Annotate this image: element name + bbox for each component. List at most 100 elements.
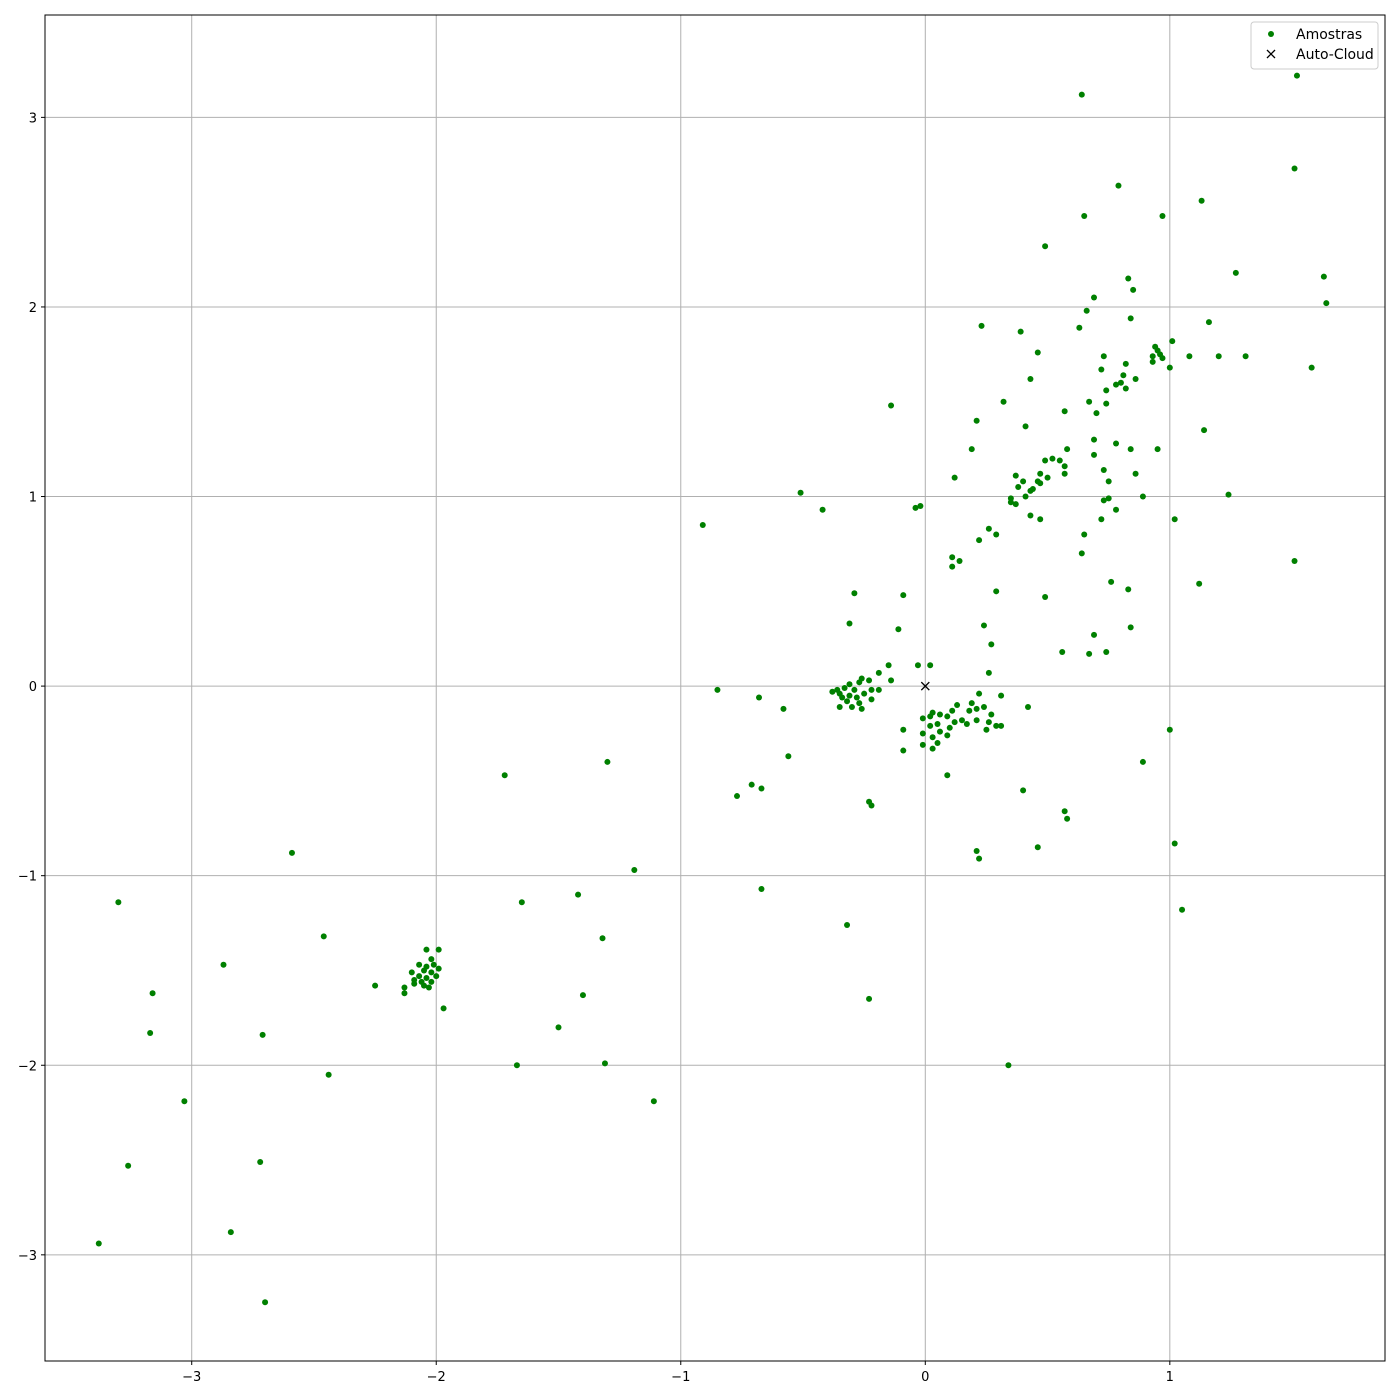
x-tick-label: −1 bbox=[671, 1370, 690, 1385]
amostras-point bbox=[900, 726, 907, 733]
amostras-point bbox=[976, 690, 983, 697]
amostras-point bbox=[844, 698, 851, 705]
amostras-point bbox=[714, 686, 721, 693]
amostras-point bbox=[758, 785, 765, 792]
amostras-point bbox=[1127, 624, 1134, 631]
amostras-point bbox=[885, 662, 892, 669]
amostras-point bbox=[1064, 815, 1071, 822]
amostras-point bbox=[1127, 315, 1134, 322]
amostras-point bbox=[734, 793, 741, 800]
amostras-point bbox=[966, 707, 973, 714]
x-tick-label: 0 bbox=[921, 1370, 929, 1385]
amostras-point bbox=[888, 402, 895, 409]
amostras-point bbox=[1061, 463, 1068, 470]
amostras-point bbox=[1196, 580, 1203, 587]
amostras-point bbox=[985, 525, 992, 532]
amostras-point bbox=[748, 781, 755, 788]
amostras-point bbox=[1108, 578, 1115, 585]
amostras-point bbox=[936, 728, 943, 735]
amostras-point bbox=[1103, 400, 1110, 407]
amostras-point bbox=[1061, 408, 1068, 415]
amostras-point bbox=[756, 694, 763, 701]
amostras-point bbox=[912, 504, 919, 511]
amostras-point bbox=[416, 961, 423, 968]
amostras-point bbox=[988, 711, 995, 718]
amostras-point bbox=[868, 802, 875, 809]
amostras-point bbox=[1091, 294, 1098, 301]
amostras-point bbox=[1201, 427, 1208, 434]
amostras-point bbox=[428, 969, 435, 976]
amostras-point bbox=[416, 973, 423, 980]
amostras-point bbox=[1103, 387, 1110, 394]
amostras-point bbox=[978, 322, 985, 329]
amostras-point bbox=[1037, 516, 1044, 523]
amostras-point bbox=[1064, 446, 1071, 453]
amostras-point bbox=[1044, 474, 1051, 481]
amostras-point bbox=[1115, 182, 1122, 189]
axis-ticks: −3 −2 −1 0 1 −3 −2 −1 0 1 2 3 bbox=[18, 111, 1174, 1385]
amostras-point bbox=[555, 1024, 562, 1031]
amostras-point bbox=[980, 703, 987, 710]
amostras-point bbox=[851, 686, 858, 693]
amostras-point bbox=[973, 417, 980, 424]
amostras-point bbox=[1308, 364, 1315, 371]
y-tick-label: 1 bbox=[29, 491, 37, 506]
amostras-point bbox=[900, 592, 907, 599]
amostras-point bbox=[836, 703, 843, 710]
amostras-point bbox=[993, 722, 1000, 729]
amostras-point bbox=[699, 521, 706, 528]
amostras-point bbox=[372, 982, 379, 989]
amostras-point bbox=[1015, 484, 1022, 491]
amostras-point bbox=[954, 702, 961, 709]
amostras-point bbox=[976, 537, 983, 544]
amostras-point bbox=[1171, 516, 1178, 523]
amostras-point bbox=[861, 690, 868, 697]
amostras-point bbox=[1139, 758, 1146, 765]
amostras-point bbox=[927, 662, 934, 669]
amostras-point bbox=[888, 677, 895, 684]
amostras-point bbox=[946, 724, 953, 731]
amostras-point bbox=[423, 946, 430, 953]
amostras-point bbox=[973, 705, 980, 712]
amostras-point bbox=[846, 620, 853, 627]
amostras-point bbox=[858, 705, 865, 712]
amostras-point bbox=[401, 984, 408, 991]
legend-x-marker bbox=[1266, 49, 1276, 59]
amostras-point bbox=[435, 965, 442, 972]
amostras-point bbox=[1132, 375, 1139, 382]
amostras-point bbox=[1027, 512, 1034, 519]
amostras-point bbox=[1061, 470, 1068, 477]
amostras-point bbox=[944, 713, 951, 720]
amostras-point bbox=[985, 669, 992, 676]
amostras-point bbox=[1049, 455, 1056, 462]
amostras-point bbox=[1320, 273, 1327, 280]
amostras-point bbox=[1105, 495, 1112, 502]
amostras-point bbox=[1149, 353, 1156, 360]
amostras-point bbox=[1122, 360, 1129, 367]
amostras-point bbox=[949, 554, 956, 561]
amostras-point bbox=[914, 662, 921, 669]
amostras-point bbox=[1078, 91, 1085, 98]
amostras-point bbox=[797, 489, 804, 496]
y-tick-label: 2 bbox=[29, 301, 37, 316]
amostras-point bbox=[1081, 531, 1088, 538]
amostras-point bbox=[631, 866, 638, 873]
amostras-point bbox=[1113, 506, 1120, 513]
amostras-point bbox=[1078, 550, 1085, 557]
amostras-point bbox=[1225, 491, 1232, 498]
amostras-point bbox=[1166, 364, 1173, 371]
amostras-point bbox=[998, 722, 1005, 729]
amostras-point bbox=[1120, 372, 1127, 379]
amostras-point bbox=[1037, 480, 1044, 487]
amostras-point bbox=[785, 753, 792, 760]
amostras-point bbox=[1017, 328, 1024, 335]
amostras-point bbox=[980, 622, 987, 629]
amostras-point bbox=[929, 734, 936, 741]
amostras-point bbox=[1154, 446, 1161, 453]
amostras-point bbox=[433, 973, 440, 980]
data-points bbox=[95, 72, 1330, 1306]
y-tick-label: −3 bbox=[18, 1249, 37, 1264]
amostras-point bbox=[1083, 307, 1090, 314]
amostras-point bbox=[1125, 275, 1132, 282]
